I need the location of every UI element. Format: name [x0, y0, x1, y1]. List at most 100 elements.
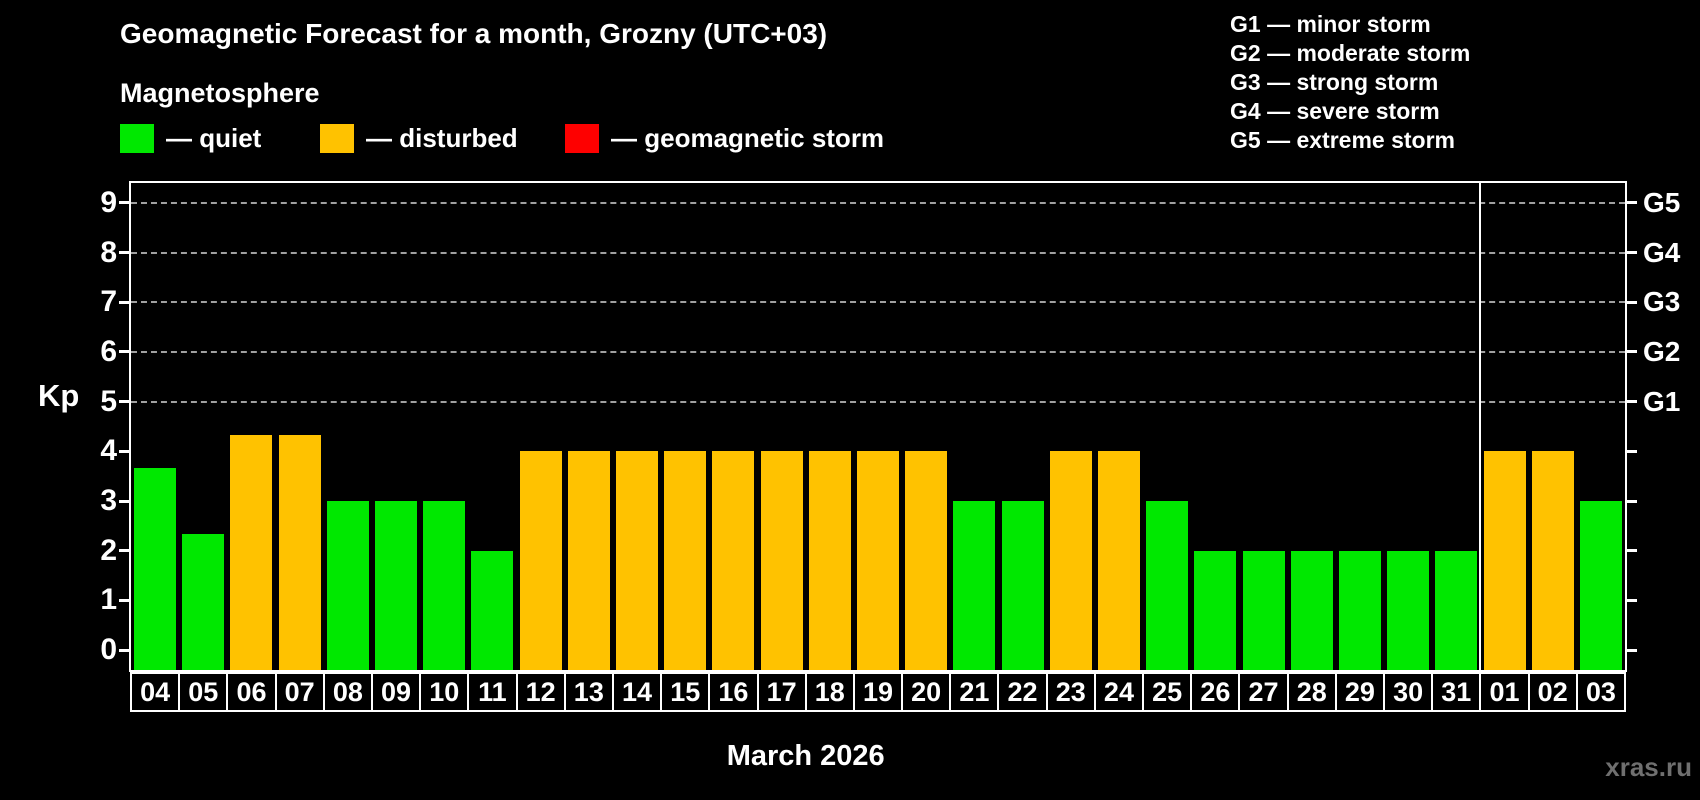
date-label-26: 26: [1190, 672, 1241, 712]
y-tick-label-4: 4: [100, 434, 117, 468]
y-tick-label-0: 0: [100, 633, 117, 667]
g-scale-legend: G1 — minor storm G2 — moderate storm G3 …: [1230, 10, 1470, 155]
y-axis-label: Kp: [38, 378, 80, 413]
g-level-label-G4: G4: [1643, 236, 1681, 268]
date-label-21: 21: [949, 672, 1000, 712]
y-tick-left-5: [119, 400, 131, 404]
date-label-24: 24: [1093, 672, 1145, 712]
kp-bar-05: [182, 534, 225, 670]
kp-bar-13: [567, 451, 610, 670]
date-label-27: 27: [1238, 672, 1289, 712]
kp-bar-04: [134, 467, 177, 670]
kp-bar-15: [664, 451, 707, 670]
kp-bar-29: [1338, 550, 1381, 670]
date-label-02: 02: [1527, 672, 1578, 712]
y-tick-label-1: 1: [100, 583, 117, 617]
gridline-kp5: [131, 400, 1625, 403]
kp-bar-17: [760, 451, 803, 670]
date-label-07: 07: [274, 672, 325, 712]
date-label-14: 14: [611, 672, 663, 712]
y-tick-right-2: [1625, 549, 1637, 553]
magnetosphere-label: Magnetosphere: [120, 78, 320, 108]
kp-bar-10: [423, 501, 466, 670]
date-label-31: 31: [1431, 672, 1482, 712]
kp-bar-21: [953, 501, 996, 670]
y-tick-right-8: [1625, 251, 1637, 255]
watermark-text: xras.ru: [1605, 752, 1692, 782]
storm-color-swatch: [565, 123, 599, 153]
y-tick-right-6: [1625, 350, 1637, 354]
date-label-23: 23: [1045, 672, 1096, 712]
y-tick-left-1: [119, 598, 131, 602]
kp-bar-08: [326, 501, 369, 670]
kp-bar-11: [471, 550, 514, 670]
kp-bar-30: [1387, 550, 1430, 670]
y-tick-left-6: [119, 350, 131, 354]
page-title: Geomagnetic Forecast for a month, Grozny…: [120, 18, 828, 49]
date-label-03: 03: [1575, 672, 1626, 712]
kp-bar-06: [230, 434, 273, 670]
date-label-30: 30: [1383, 672, 1434, 712]
y-tick-right-5: [1625, 400, 1637, 404]
date-label-22: 22: [997, 672, 1048, 712]
kp-bar-27: [1242, 550, 1285, 670]
disturbed-color-swatch: [320, 123, 354, 153]
kp-bar-20: [905, 451, 948, 670]
legend-item-quiet: — quiet: [120, 123, 261, 153]
kp-bar-12: [519, 451, 562, 670]
date-label-10: 10: [419, 672, 470, 712]
g-level-label-G5: G5: [1643, 186, 1681, 218]
kp-bar-18: [808, 451, 851, 670]
plot-frame: [129, 181, 1627, 672]
kp-bar-19: [857, 451, 899, 670]
y-tick-right-9: [1625, 201, 1637, 205]
kp-bar-24: [1097, 451, 1140, 670]
y-tick-label-9: 9: [100, 185, 117, 219]
g-level-label-G3: G3: [1643, 286, 1681, 318]
date-label-17: 17: [756, 672, 807, 712]
y-tick-right-7: [1625, 300, 1637, 304]
gridline-kp7: [131, 301, 1625, 304]
y-tick-left-8: [119, 251, 131, 255]
g4-legend-line: G4 — severe storm: [1230, 98, 1440, 124]
y-tick-right-3: [1625, 499, 1637, 503]
g2-legend-line: G2 — moderate storm: [1230, 40, 1471, 66]
kp-bar-16: [712, 451, 755, 670]
date-label-05: 05: [178, 672, 229, 712]
kp-bar-26: [1194, 550, 1237, 670]
gridline-kp9: [131, 201, 1625, 204]
g-level-label-G1: G1: [1643, 385, 1681, 417]
quiet-color-swatch: [120, 123, 154, 153]
legend-item-disturbed: — disturbed: [320, 123, 518, 153]
date-label-11: 11: [467, 672, 518, 712]
y-tick-right-1: [1625, 598, 1637, 602]
y-tick-label-6: 6: [100, 334, 117, 368]
y-tick-left-0: [119, 648, 131, 652]
disturbed-label: — disturbed: [366, 122, 518, 153]
month-separator-line: [1479, 183, 1482, 670]
kp-bar-07: [278, 434, 321, 670]
kp-bar-14: [616, 451, 659, 670]
y-tick-left-7: [119, 300, 131, 304]
gridline-kp8: [131, 251, 1625, 254]
g3-legend-line: G3 — strong storm: [1230, 69, 1439, 95]
y-tick-left-3: [119, 499, 131, 503]
kp-bar-03: [1579, 501, 1622, 670]
kp-bar-09: [375, 501, 418, 670]
date-label-09: 09: [370, 672, 422, 712]
kp-bar-28: [1290, 550, 1333, 670]
date-label-01: 01: [1479, 672, 1530, 712]
y-tick-label-8: 8: [100, 235, 117, 269]
storm-label: — geomagnetic storm: [611, 122, 885, 153]
quiet-label: — quiet: [166, 122, 262, 153]
date-label-16: 16: [708, 672, 759, 712]
g5-legend-line: G5 — extreme storm: [1230, 127, 1455, 153]
kp-bar-25: [1146, 501, 1189, 670]
legend-item-storm: — geomagnetic storm: [565, 123, 884, 153]
y-tick-label-7: 7: [100, 285, 117, 319]
date-label-20: 20: [901, 672, 952, 712]
y-tick-left-4: [119, 449, 131, 453]
y-tick-left-2: [119, 549, 131, 553]
